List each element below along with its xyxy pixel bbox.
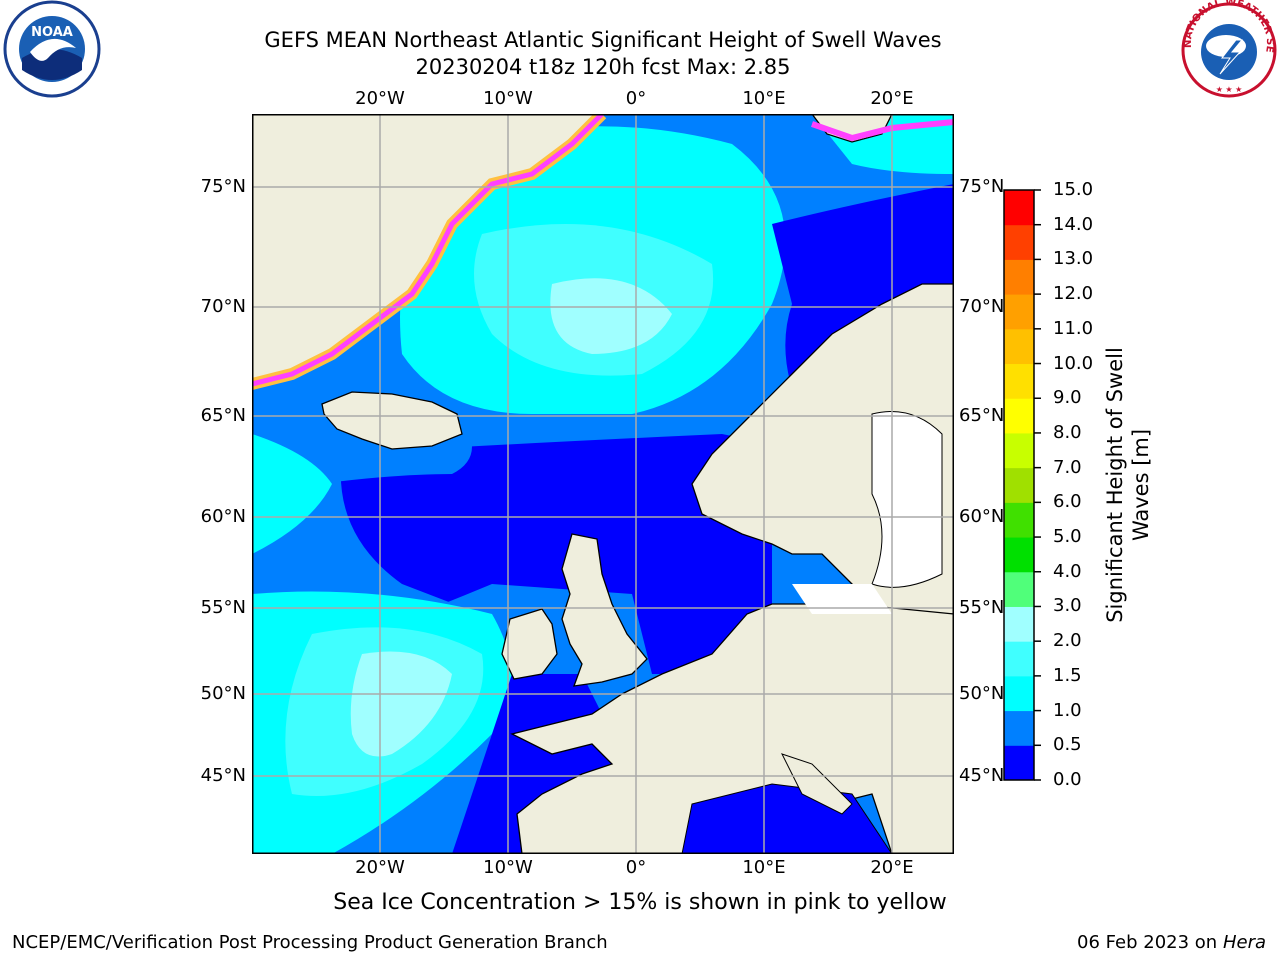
lat-label-left-75: 75°N <box>200 176 246 197</box>
colorbar-segment <box>1004 537 1034 573</box>
lon-label-bottom-20w: 20°W <box>355 857 405 878</box>
lat-label-left-45: 45°N <box>200 765 246 786</box>
colorbar-segment <box>1004 294 1034 330</box>
lat-label-left-55: 55°N <box>200 597 246 618</box>
chart-subtitle: 20230204 t18z 120h fcst Max: 2.85 <box>415 55 791 79</box>
colorbar-segment <box>1004 502 1034 538</box>
footer-credit: NCEP/EMC/Verification Post Processing Pr… <box>12 932 608 953</box>
lon-label-bottom-20e: 20°E <box>870 857 914 878</box>
colorbar-tick-label: 12.0 <box>1053 283 1094 305</box>
colorbar-tick-label: 10.0 <box>1053 352 1094 374</box>
colorbar-segment <box>1004 432 1034 469</box>
lat-label-right-75: 75°N <box>959 176 1005 197</box>
colorbar-segment <box>1004 259 1034 295</box>
lat-label-left-65: 65°N <box>200 405 246 426</box>
lat-label-left-70: 70°N <box>200 296 246 317</box>
colorbar-tick-label: 13.0 <box>1053 248 1094 270</box>
colorbar-tick-label: 8.0 <box>1053 421 1082 443</box>
colorbar-tick-label: 9.0 <box>1053 387 1082 409</box>
lat-label-right-65: 65°N <box>959 405 1005 426</box>
lon-label-top-10e: 10°E <box>742 88 786 109</box>
colorbar-tick-label: 1.0 <box>1053 699 1082 721</box>
land-area <box>252 114 954 854</box>
colorbar-segment <box>1004 641 1034 677</box>
colorbar-tick-label: 0.5 <box>1053 734 1082 756</box>
lon-label-top-0: 0° <box>625 88 647 109</box>
colorbar-tick-label: 7.0 <box>1053 456 1082 478</box>
lon-label-top-20w: 20°W <box>355 88 405 109</box>
colorbar-tick-label: 14.0 <box>1053 213 1094 235</box>
lat-label-right-50: 50°N <box>959 683 1005 704</box>
colorbar-segment <box>1004 675 1034 712</box>
colorbar-segment <box>1004 710 1034 746</box>
map-frame <box>252 114 954 854</box>
lat-label-right-60: 60°N <box>959 506 1005 527</box>
colorbar-segment <box>1004 224 1034 260</box>
colorbar-tick-label: 5.0 <box>1053 526 1082 548</box>
lat-label-right-55: 55°N <box>959 597 1005 618</box>
colorbar-label-line1: Significant Height of Swell <box>1103 347 1127 623</box>
lat-label-left-60: 60°N <box>200 506 246 527</box>
colorbar-segment <box>1004 328 1034 365</box>
colorbar-label-line2: Waves [m] <box>1129 428 1153 542</box>
lon-label-top-10w: 10°W <box>483 88 533 109</box>
colorbar-tick-label: 6.0 <box>1053 491 1082 513</box>
lat-label-left-50: 50°N <box>200 683 246 704</box>
colorbar-tick-label: 3.0 <box>1053 595 1082 617</box>
colorbar-tick-label: 11.0 <box>1053 317 1094 339</box>
chart-title: GEFS MEAN Northeast Atlantic Significant… <box>264 28 942 52</box>
lat-label-right-45: 45°N <box>959 765 1005 786</box>
graticule <box>252 114 954 854</box>
swell-height-map <box>252 114 954 854</box>
colorbar-segment <box>1004 467 1034 503</box>
footer-machine: Hera <box>1222 932 1266 953</box>
colorbar-segment <box>1004 606 1034 642</box>
lat-label-right-70: 70°N <box>959 296 1005 317</box>
lon-label-bottom-10e: 10°E <box>742 857 786 878</box>
colorbar-segment <box>1004 190 1034 226</box>
lon-label-top-20e: 20°E <box>870 88 914 109</box>
nws-logo-icon: NATIONAL WEATHER SERVICE ★ ★ ★ <box>1178 0 1277 98</box>
colorbar-segment <box>1004 745 1034 781</box>
lon-label-bottom-10w: 10°W <box>483 857 533 878</box>
lon-label-bottom-0: 0° <box>625 857 647 878</box>
colorbar-segment <box>1004 571 1034 607</box>
noaa-logo-text: NOAA <box>31 25 73 40</box>
colorbar-frame <box>1003 189 1035 781</box>
colorbar-segment <box>1004 398 1034 434</box>
footer-date: 06 Feb 2023 on Hera <box>1077 932 1266 953</box>
colorbar-tick-label: 15.0 <box>1053 179 1094 200</box>
swell-zone-blue-north-sea <box>340 434 772 674</box>
footer-date-text: 06 Feb 2023 on <box>1077 932 1218 953</box>
colorbar-segment <box>1004 363 1034 399</box>
sea-ice-note: Sea Ice Concentration > 15% is shown in … <box>333 890 947 915</box>
colorbar <box>1003 189 1041 781</box>
colorbar-tick-label: 0.0 <box>1053 769 1082 790</box>
colorbar-tick-label: 1.5 <box>1053 664 1082 686</box>
noaa-logo-icon: NOAA <box>3 0 101 98</box>
svg-text:★ ★ ★: ★ ★ ★ <box>1216 85 1243 94</box>
colorbar-tick-label: 2.0 <box>1053 630 1082 652</box>
colorbar-tick-label: 4.0 <box>1053 560 1082 582</box>
